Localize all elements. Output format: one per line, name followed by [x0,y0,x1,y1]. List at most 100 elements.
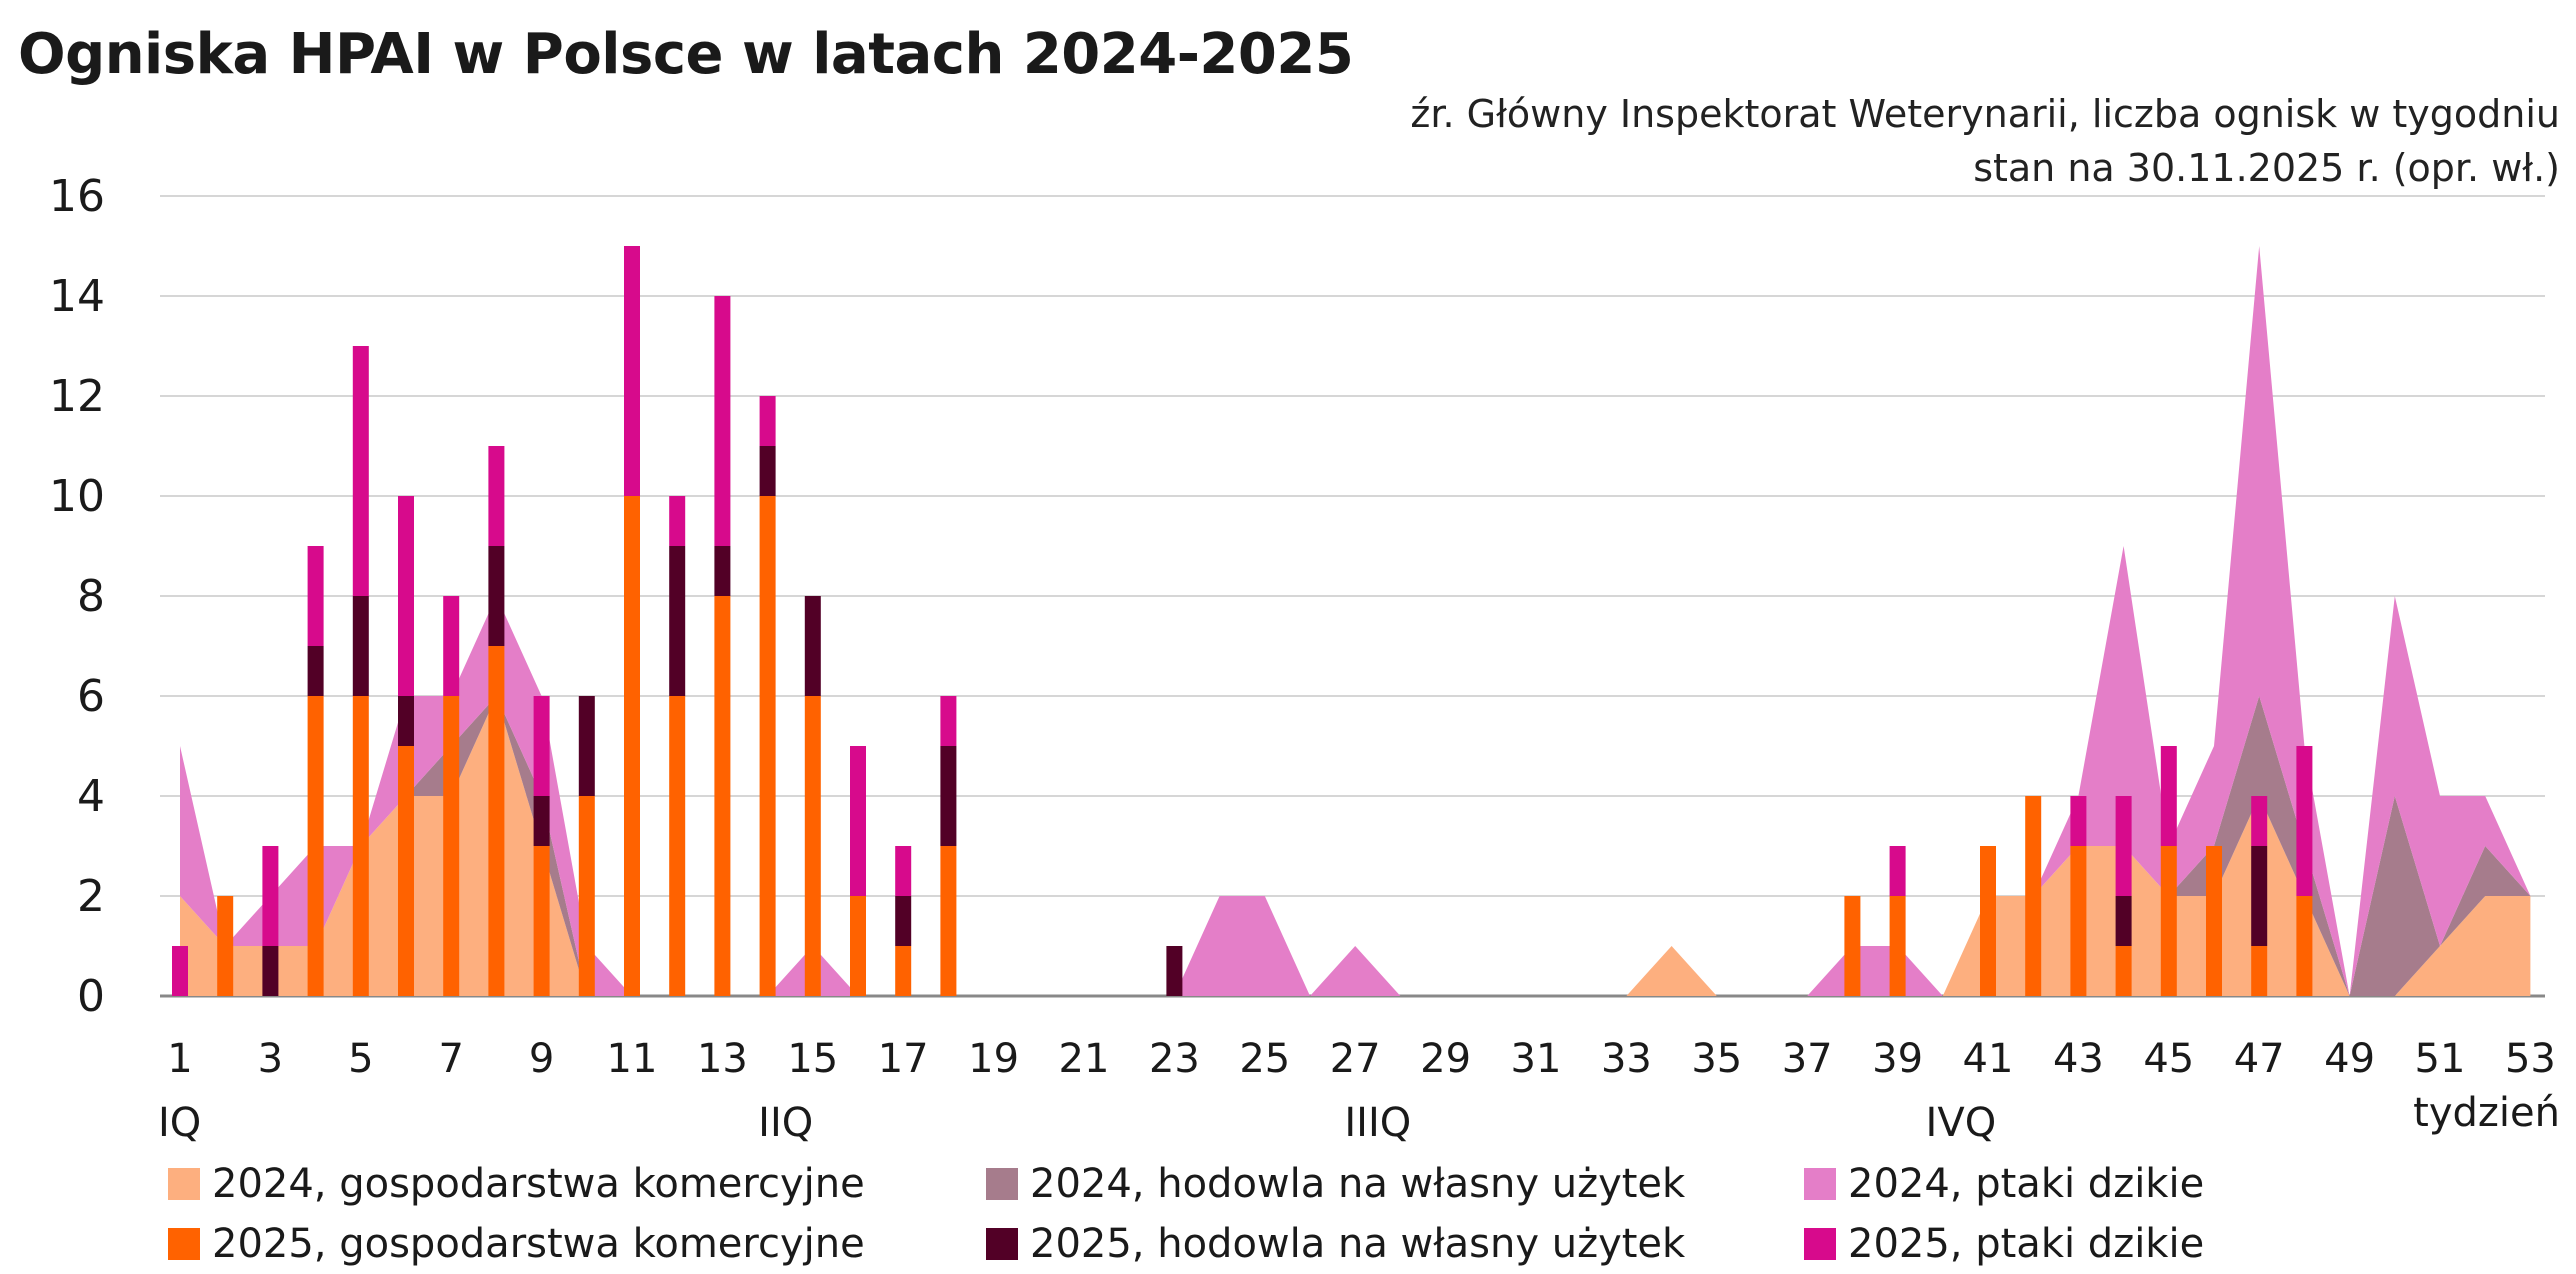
bar-segment-2025-backyard [262,946,279,996]
x-tick-label: 23 [1149,1036,1200,1082]
bar-segment-2025-backyard [669,546,686,696]
y-tick-label: 2 [77,871,105,922]
bar-segment-2025-backyard [488,546,505,646]
x-tick-label: 45 [2143,1036,2194,1082]
bar-segment-2025-wild-birds [533,696,550,796]
bar-segment-2025-wild-birds [352,346,369,596]
y-tick-label: 12 [49,371,105,422]
bar-segment-2025-wild-birds [895,846,912,896]
bar-segment-2025-wild-birds [443,596,460,696]
bar-segment-2025-commercial [624,496,640,996]
bar-segment-2025-wild-birds [172,946,188,996]
legend-item-2024-commercial: 2024, gospodarstwa komercyjne [168,1158,986,1210]
bar-segment-2025-backyard [2115,896,2132,946]
bar-segment-2025-commercial [2115,946,2132,996]
bar-segment-2025-backyard [578,696,595,796]
bar-segment-2025-commercial [669,696,686,996]
bar-segment-2025-commercial [352,696,369,996]
x-tick-label: 29 [1420,1036,1471,1082]
bar-segment-2025-commercial [1980,846,1996,996]
x-tick-label: 19 [968,1036,1019,1082]
bar-segment-2025-commercial [2025,796,2042,996]
legend-label: 2025, gospodarstwa komercyjne [212,1221,865,1267]
bar-segment-2025-backyard [804,596,821,696]
x-tick-label: 21 [1059,1036,1110,1082]
x-tick-label: 49 [2324,1036,2375,1082]
quarter-label: IVQ [1926,1100,1997,1146]
bar-segment-2025-wild-birds [2115,796,2132,896]
quarter-label: IQ [158,1100,201,1146]
legend-swatch [986,1228,1018,1260]
bar-segment-2025-commercial [940,846,957,996]
bar-segment-2025-wild-birds [1889,846,1906,896]
bar-segment-2025-wild-birds [2160,746,2177,846]
bar-segment-2025-backyard [2251,846,2268,946]
legend-item-2024-wild-birds: 2024, ptaki dzikie [1804,1158,2404,1210]
legend-swatch [986,1168,1018,1200]
legend-swatch [1804,1228,1836,1260]
bar-segment-2025-wild-birds [669,496,686,546]
bar-segment-2025-commercial [488,646,505,996]
bar-segment-2025-commercial [2070,846,2087,996]
x-tick-label: 17 [878,1036,929,1082]
x-tick-label: 13 [697,1036,748,1082]
bar-segment-2025-wild-birds [850,746,866,896]
bar-segment-2025-wild-birds [262,846,279,946]
bar-segment-2025-commercial [2296,896,2313,996]
x-tick-label: 37 [1782,1036,1833,1082]
x-tick-label: 3 [258,1036,283,1082]
bar-segment-2025-backyard [940,746,957,846]
bar-segment-2025-wild-birds [714,296,731,546]
legend-label: 2024, gospodarstwa komercyjne [212,1161,865,1207]
x-tick-label: 33 [1601,1036,1652,1082]
bar-segment-2025-backyard [1166,946,1183,996]
x-tick-label: 35 [1691,1036,1742,1082]
source-note: źr. Główny Inspektorat Weterynarii, licz… [1410,92,2560,136]
x-tick-label: 15 [787,1036,838,1082]
x-tick-label: 31 [1511,1036,1562,1082]
bar-segment-2025-backyard [533,796,550,846]
legend-item-2025-backyard: 2025, hodowla na własny użytek [986,1218,1804,1270]
bar-segment-2025-commercial [307,696,324,996]
bar-segment-2025-wild-birds [759,396,776,446]
bar-segment-2025-backyard [398,696,414,746]
legend-item-2025-commercial: 2025, gospodarstwa komercyjne [168,1218,986,1270]
y-tick-label: 16 [49,171,105,222]
y-tick-label: 10 [49,471,105,522]
bar-segment-2025-wild-birds [2070,796,2087,846]
quarter-label: IIIQ [1344,1100,1411,1146]
bar-segment-2025-commercial [850,896,866,996]
bar-segment-2025-commercial [398,746,414,996]
x-axis-title: tydzień [2413,1090,2560,1136]
bar-segment-2025-wild-birds [398,496,414,696]
legend-label: 2025, ptaki dzikie [1848,1221,2205,1267]
bar-segment-2025-commercial [217,896,234,996]
x-tick-label: 43 [2053,1036,2104,1082]
area-2024-commercial [180,696,2531,996]
x-tick-label: 9 [529,1036,554,1082]
legend-label: 2025, hodowla na własny użytek [1030,1221,1686,1267]
x-tick-label: 27 [1330,1036,1381,1082]
bar-segment-2025-wild-birds [488,446,505,546]
x-tick-label: 41 [1963,1036,2014,1082]
bar-segment-2025-commercial [443,696,460,996]
bar-segment-2025-commercial [895,946,912,996]
bar-segment-2025-commercial [804,696,821,996]
x-tick-label: 53 [2505,1036,2556,1082]
bar-segment-2025-commercial [1844,896,1861,996]
chart-title: Ogniska HPAI w Polsce w latach 2024-2025 [18,22,1354,87]
legend-label: 2024, hodowla na własny użytek [1030,1161,1686,1207]
bar-segment-2025-commercial [714,596,731,996]
bar-segment-2025-backyard [714,546,731,596]
y-tick-label: 8 [77,571,105,622]
legend-swatch [168,1228,200,1260]
x-tick-label: 39 [1872,1036,1923,1082]
bar-segment-2025-backyard [895,896,912,946]
bar-segment-2025-backyard [352,596,369,696]
bar-segment-2025-commercial [1889,896,1906,996]
bar-segment-2025-commercial [2251,946,2268,996]
legend-item-2025-wild-birds: 2025, ptaki dzikie [1804,1218,2404,1270]
y-tick-label: 6 [77,671,105,722]
bar-segment-2025-commercial [2160,846,2177,996]
